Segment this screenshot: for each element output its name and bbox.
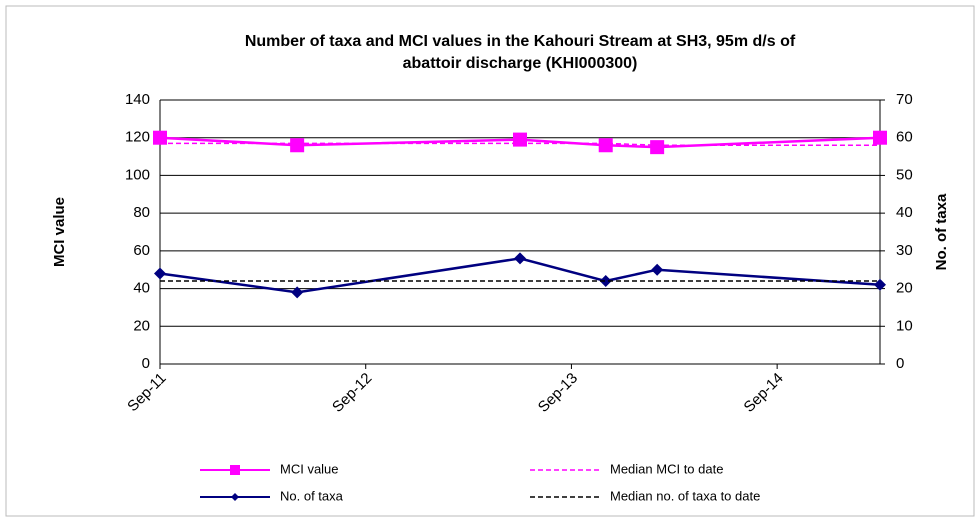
y-tick-label: 80 — [133, 204, 150, 221]
marker — [874, 278, 886, 291]
y2-tick-label: 20 — [896, 280, 913, 297]
y2-axis-title: No. of taxa — [933, 193, 950, 270]
y2-tick-label: 10 — [896, 317, 913, 334]
marker — [291, 286, 304, 299]
marker — [599, 275, 612, 288]
marker — [154, 267, 166, 280]
y2-tick-label: 60 — [896, 129, 913, 146]
chart-title: abattoir discharge (KHI000300) — [403, 55, 638, 72]
marker — [514, 252, 526, 265]
y-tick-label: 20 — [133, 317, 150, 334]
y-tick-label: 60 — [133, 242, 150, 259]
marker — [873, 130, 887, 145]
y2-tick-label: 0 — [896, 355, 904, 372]
y2-tick-label: 40 — [896, 204, 913, 221]
y-tick-label: 100 — [125, 166, 150, 183]
marker — [513, 132, 527, 147]
y-tick-label: 140 — [125, 91, 150, 108]
marker — [598, 138, 613, 153]
marker — [650, 140, 665, 155]
legend-marker — [231, 493, 239, 501]
legend-label: Median MCI to date — [610, 461, 723, 476]
legend-marker — [230, 465, 240, 475]
legend-label: No. of taxa — [280, 488, 344, 503]
marker — [651, 263, 664, 276]
legend-label: MCI value — [280, 461, 339, 476]
series-line — [159, 257, 881, 294]
series-line — [160, 142, 880, 147]
y-axis-title: MCI value — [51, 197, 68, 267]
y2-tick-label: 50 — [896, 166, 913, 183]
y2-tick-label: 30 — [896, 242, 913, 259]
marker — [153, 130, 167, 145]
chart-frame — [5, 5, 975, 517]
legend-label: Median no. of taxa to date — [610, 488, 760, 503]
y2-tick-label: 70 — [896, 91, 913, 108]
y-tick-label: 40 — [133, 280, 150, 297]
chart-title: Number of taxa and MCI values in the Kah… — [245, 33, 796, 50]
marker — [290, 138, 305, 153]
y-tick-label: 120 — [125, 129, 150, 146]
y-tick-label: 0 — [142, 355, 150, 372]
